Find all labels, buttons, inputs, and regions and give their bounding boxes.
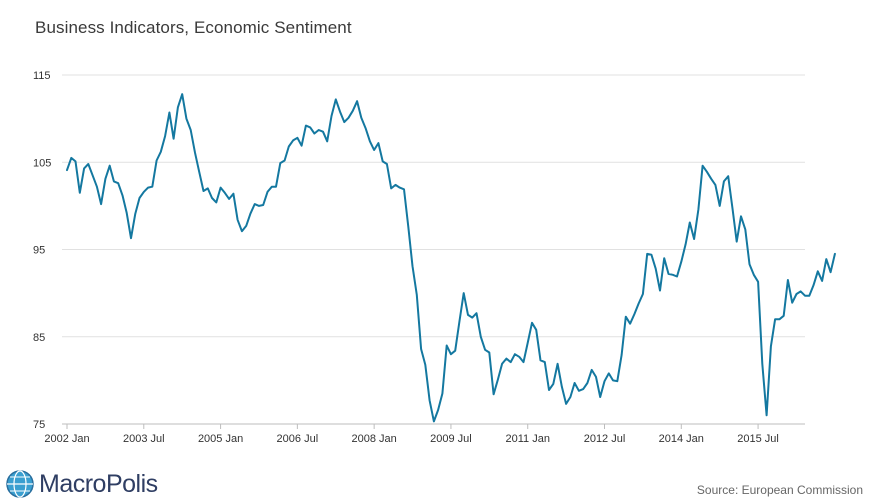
source-note: Source: European Commission <box>696 483 863 497</box>
globe-icon <box>6 470 34 498</box>
x-axis-ticks: 2002 Jan 2003 Jul 2005 Jan 2006 Jul 2008 Jan… <box>44 424 779 445</box>
chart-title: Business Indicators, Economic Sentiment <box>35 18 352 37</box>
x-tick-label: 2002 Jan <box>44 433 89 445</box>
series-line-economic-sentiment <box>66 93 836 423</box>
x-tick-label: 2006 Jul <box>277 433 319 445</box>
series-group <box>66 93 836 423</box>
logo-text: MacroPolis <box>39 469 158 498</box>
y-tick-label: 115 <box>33 70 51 82</box>
y-tick-label: 105 <box>33 157 51 169</box>
x-tick-label: 2005 Jan <box>198 433 243 445</box>
x-tick-label: 2012 Jul <box>584 433 626 445</box>
x-tick-label: 2008 Jan <box>352 433 397 445</box>
x-tick-label: 2009 Jul <box>430 433 472 445</box>
x-tick-label: 2015 Jul <box>737 433 779 445</box>
y-tick-label: 75 <box>33 419 45 431</box>
x-tick-label: 2014 Jan <box>659 433 704 445</box>
y-axis-ticks: 75 85 95 105 115 <box>33 70 51 431</box>
x-tick-label: 2003 Jul <box>123 433 165 445</box>
gridlines <box>62 74 805 425</box>
y-tick-label: 95 <box>33 245 45 257</box>
x-tick-label: 2011 Jan <box>505 433 549 445</box>
macropolis-logo: MacroPolis <box>5 469 158 499</box>
y-tick-label: 85 <box>33 332 45 344</box>
